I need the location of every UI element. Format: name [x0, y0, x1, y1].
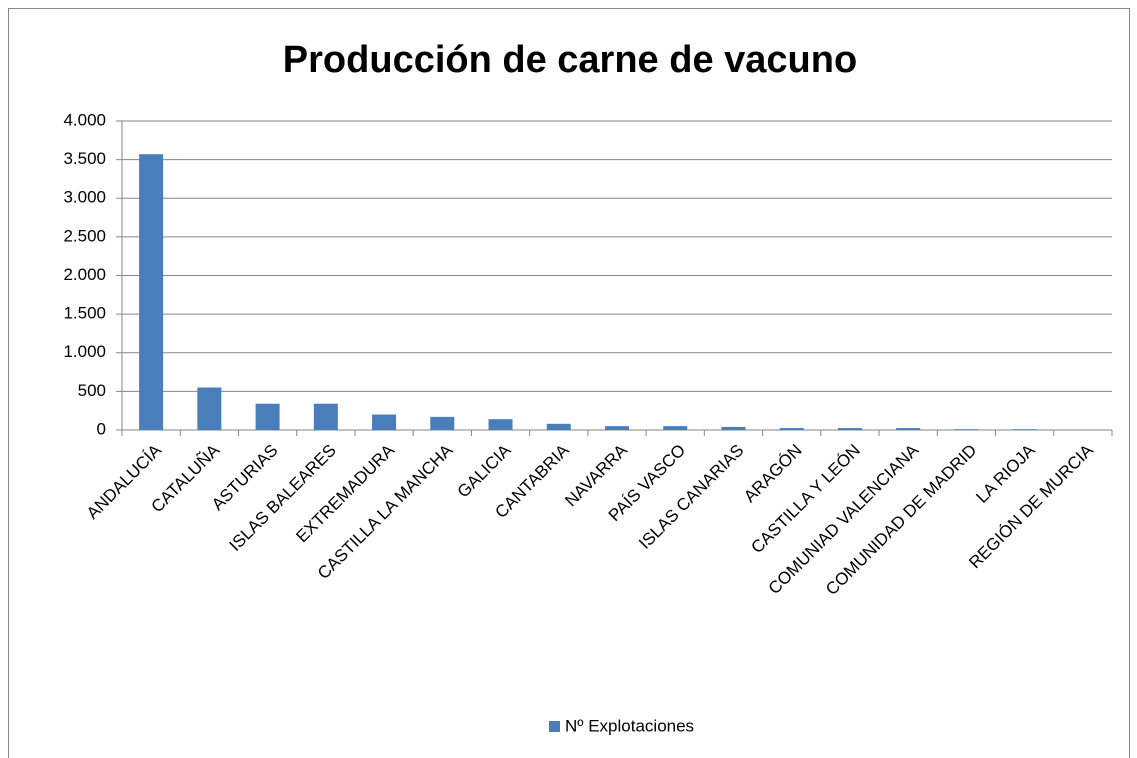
bar — [313, 403, 338, 430]
bar — [546, 423, 571, 430]
bar — [663, 426, 688, 430]
bar — [896, 428, 921, 430]
bar — [488, 419, 513, 430]
y-tick-label: 4.000 — [63, 110, 106, 129]
bar — [837, 428, 862, 430]
y-tick-label: 3.500 — [63, 149, 106, 168]
y-tick-label: 2.500 — [63, 226, 106, 245]
legend-swatch — [549, 721, 560, 732]
y-tick-label: 1.500 — [63, 304, 106, 323]
bar — [255, 403, 280, 430]
y-tick-label: 0 — [97, 419, 106, 438]
bar — [779, 428, 804, 430]
bar — [372, 414, 397, 430]
y-tick-label: 1.000 — [63, 342, 106, 361]
bar — [721, 426, 746, 430]
bar — [954, 429, 979, 430]
bar — [430, 416, 455, 430]
chart-border — [8, 8, 1130, 758]
bar — [139, 154, 164, 430]
bar — [605, 426, 629, 430]
y-tick-label: 3.000 — [63, 188, 106, 207]
bar — [197, 387, 222, 430]
y-tick-label: 2.000 — [63, 265, 106, 284]
chart-title: Producción de carne de vacuno — [283, 39, 857, 81]
bar — [1012, 429, 1037, 430]
y-tick-label: 500 — [78, 381, 106, 400]
legend-label: Nº Explotaciones — [565, 716, 694, 735]
